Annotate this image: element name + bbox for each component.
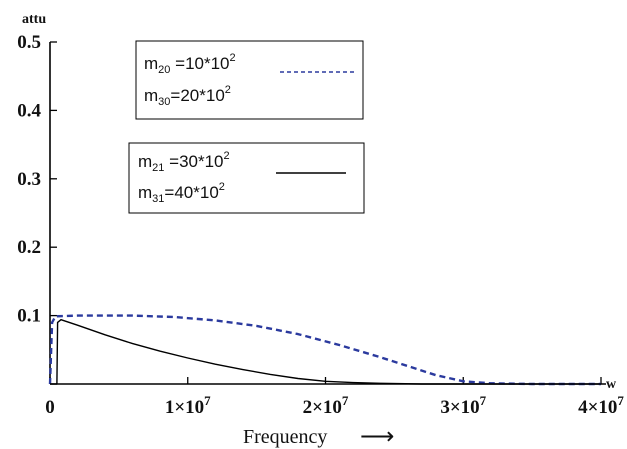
legend-var-name: m <box>138 183 152 202</box>
legend-subscript: 20 <box>158 64 170 76</box>
x-axis-title: Frequency <box>243 426 327 448</box>
legend-frame <box>135 40 364 120</box>
x-tick-label: 1×107 <box>165 393 211 418</box>
legend-value: =30*10 <box>164 152 223 171</box>
x-tick-label: 4×107 <box>578 393 624 418</box>
legend-superscript: 2 <box>230 52 236 64</box>
legend-superscript: 2 <box>219 181 225 193</box>
legend-box-series-2: m21 =30*102 m31=40*102 <box>128 142 365 214</box>
legend-var-name: m <box>138 152 152 171</box>
series-line-1 <box>48 314 601 386</box>
legend-superscript: 2 <box>224 150 230 162</box>
legend-subscript: 30 <box>158 96 170 108</box>
x-tick-label: 0 <box>45 397 55 418</box>
legend-var-name: m <box>144 86 158 105</box>
y-tick-label: 0.1 <box>17 306 41 327</box>
y-tick-label: 0.3 <box>17 169 41 190</box>
y-ticks: 0.1 0.2 0.3 0.4 0.5 <box>17 32 57 327</box>
legend-box-series-1: m20 =10*102 m30=20*102 <box>135 40 364 120</box>
x-ticks: 0 1×107 2×107 3×107 4×107 <box>45 377 624 418</box>
legend-frame <box>128 142 365 214</box>
legend-entry: m31=40*102 <box>138 181 225 205</box>
legend-subscript: 31 <box>152 193 164 205</box>
legend-value: =20*10 <box>170 86 224 105</box>
y-tick-label: 0.4 <box>17 100 41 121</box>
series-line-2 <box>50 319 601 385</box>
legend-var-name: m <box>144 54 158 73</box>
legend-value: =40*10 <box>164 183 218 202</box>
series <box>48 314 601 386</box>
x-tick-label: 2×107 <box>303 393 349 418</box>
legend-subscript: 21 <box>152 162 164 174</box>
legend-entry: m21 =30*102 <box>138 150 230 174</box>
x-axis-end-label: w <box>606 377 617 392</box>
legend-entry: m20 =10*102 <box>144 52 236 76</box>
legend-value: =10*10 <box>170 54 229 73</box>
legend-entry: m30=20*102 <box>144 84 231 108</box>
y-tick-label: 0.5 <box>17 32 41 53</box>
x-tick-label: 3×107 <box>440 393 486 418</box>
legend-superscript: 2 <box>225 84 231 96</box>
x-axis-title-arrow: ⟶ <box>360 424 394 449</box>
y-tick-label: 0.2 <box>17 237 41 258</box>
y-axis-title: attu <box>22 12 46 27</box>
